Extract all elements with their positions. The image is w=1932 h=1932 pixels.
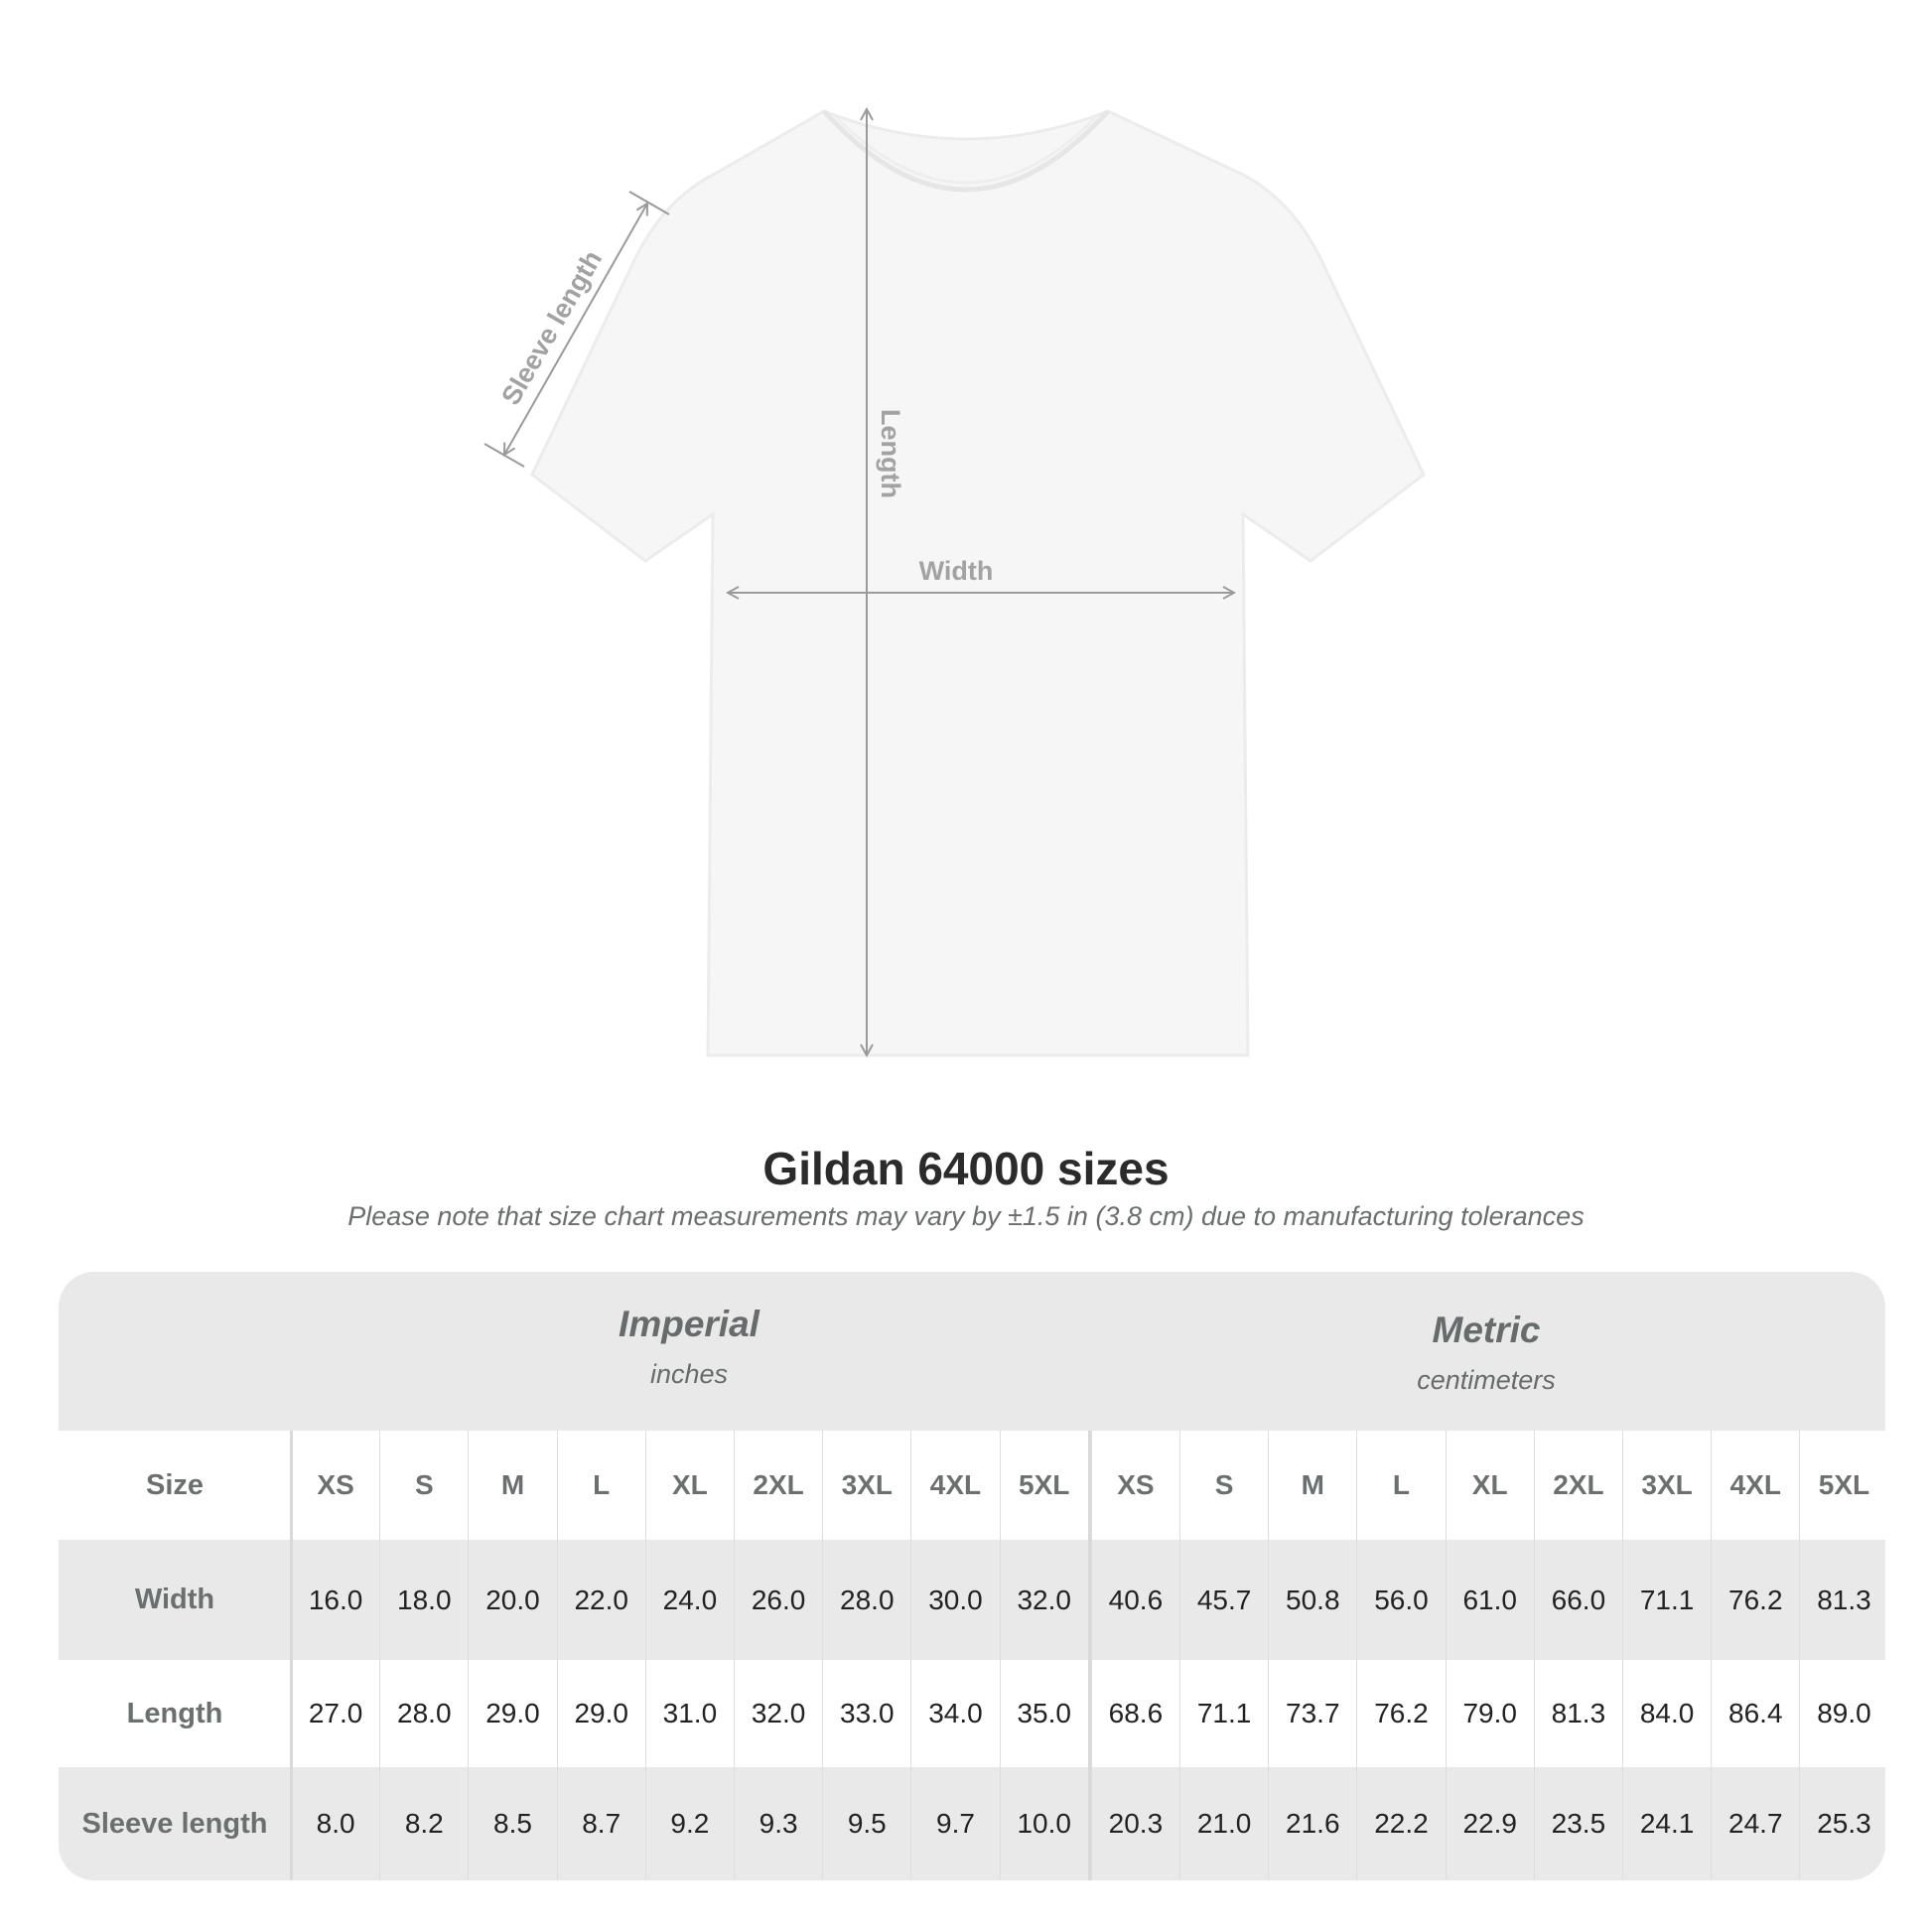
size-header: XL xyxy=(644,1431,734,1540)
imperial-value: 9.3 xyxy=(734,1767,822,1880)
tshirt-diagram: Sleeve length Length Width xyxy=(483,0,1426,1092)
row-label: Length xyxy=(126,1697,223,1729)
length-label: Length xyxy=(876,409,905,498)
metric-value: 66.0 xyxy=(1533,1540,1622,1660)
imperial-value: 31.0 xyxy=(644,1660,734,1767)
metric-value: 71.1 xyxy=(1622,1540,1711,1660)
metric-value: 23.5 xyxy=(1533,1767,1622,1880)
size-header: XS xyxy=(1090,1431,1179,1540)
imperial-value: 33.0 xyxy=(822,1660,910,1767)
table-row xyxy=(59,1767,1885,1880)
table-row xyxy=(59,1660,1885,1767)
imperial-value: 8.2 xyxy=(379,1767,468,1880)
imperial-value: 10.0 xyxy=(999,1767,1088,1880)
tshirt-shape xyxy=(530,109,1426,1057)
imperial-value: 16.0 xyxy=(291,1540,379,1660)
imperial-value: 28.0 xyxy=(822,1540,910,1660)
metric-value: 68.6 xyxy=(1090,1660,1179,1767)
tolerance-note: Please note that size chart measurements… xyxy=(347,1201,1585,1231)
size-header: M xyxy=(1268,1431,1356,1540)
size-header: 2XL xyxy=(1533,1431,1622,1540)
metric-value: 40.6 xyxy=(1090,1540,1179,1660)
metric-value: 84.0 xyxy=(1622,1660,1711,1767)
metric-value: 45.7 xyxy=(1179,1540,1268,1660)
table-row xyxy=(59,1540,1885,1660)
metric-value: 50.8 xyxy=(1268,1540,1356,1660)
size-header: 3XL xyxy=(1622,1431,1711,1540)
imperial-value: 32.0 xyxy=(999,1540,1088,1660)
metric-value: 76.2 xyxy=(1356,1660,1445,1767)
page-title: Gildan 64000 sizes xyxy=(762,1143,1170,1194)
imperial-value: 35.0 xyxy=(999,1660,1088,1767)
size-header: 4XL xyxy=(1711,1431,1799,1540)
size-header: 2XL xyxy=(734,1431,822,1540)
metric-value: 24.7 xyxy=(1711,1767,1799,1880)
imperial-value: 18.0 xyxy=(379,1540,468,1660)
metric-unit: centimeters xyxy=(1417,1365,1556,1395)
metric-value: 61.0 xyxy=(1445,1540,1534,1660)
size-header: L xyxy=(1356,1431,1445,1540)
imperial-value: 34.0 xyxy=(910,1660,999,1767)
width-label: Width xyxy=(919,556,994,586)
imperial-value: 8.0 xyxy=(291,1767,379,1880)
metric-value: 71.1 xyxy=(1179,1660,1268,1767)
metric-value: 22.2 xyxy=(1356,1767,1445,1880)
imperial-value: 20.0 xyxy=(468,1540,556,1660)
metric-value: 73.7 xyxy=(1268,1660,1356,1767)
column-divider xyxy=(290,1431,293,1880)
metric-header: Metric centimeters xyxy=(1087,1310,1885,1396)
size-header: 5XL xyxy=(1799,1431,1885,1540)
imperial-value: 29.0 xyxy=(556,1660,645,1767)
metric-value: 21.0 xyxy=(1179,1767,1268,1880)
metric-value: 89.0 xyxy=(1799,1660,1885,1767)
imperial-value: 9.2 xyxy=(644,1767,734,1880)
imperial-header: Imperial inches xyxy=(291,1304,1087,1390)
metric-value: 22.9 xyxy=(1445,1767,1534,1880)
row-label: Width xyxy=(134,1584,215,1615)
size-header: L xyxy=(556,1431,645,1540)
metric-value: 86.4 xyxy=(1711,1660,1799,1767)
metric-value: 79.0 xyxy=(1445,1660,1534,1767)
imperial-title: Imperial xyxy=(619,1304,759,1344)
imperial-value: 27.0 xyxy=(291,1660,379,1767)
metric-value: 56.0 xyxy=(1356,1540,1445,1660)
metric-value: 20.3 xyxy=(1090,1767,1179,1880)
metric-title: Metric xyxy=(1432,1310,1541,1350)
size-label: Size xyxy=(145,1468,205,1501)
imperial-value: 9.7 xyxy=(910,1767,999,1880)
size-table: Imperial inches Metric centimeters Size X… xyxy=(59,1272,1885,1880)
size-header: M xyxy=(468,1431,556,1540)
metric-value: 81.3 xyxy=(1799,1540,1885,1660)
imperial-value: 8.5 xyxy=(468,1767,556,1880)
size-header: 4XL xyxy=(910,1431,999,1540)
size-header: XS xyxy=(291,1431,379,1540)
imperial-value: 32.0 xyxy=(734,1660,822,1767)
size-header: XL xyxy=(1445,1431,1534,1540)
metric-value: 25.3 xyxy=(1799,1767,1885,1880)
imperial-value: 28.0 xyxy=(379,1660,468,1767)
imperial-value: 29.0 xyxy=(468,1660,556,1767)
imperial-value: 9.5 xyxy=(822,1767,910,1880)
imperial-value: 30.0 xyxy=(910,1540,999,1660)
column-divider xyxy=(1087,1431,1091,1880)
imperial-value: 22.0 xyxy=(556,1540,645,1660)
metric-value: 81.3 xyxy=(1533,1660,1622,1767)
sleeve-arrow xyxy=(504,204,647,455)
imperial-value: 26.0 xyxy=(734,1540,822,1660)
size-header: 5XL xyxy=(999,1431,1088,1540)
size-header: 3XL xyxy=(822,1431,910,1540)
metric-value: 76.2 xyxy=(1711,1540,1799,1660)
row-label: Sleeve length xyxy=(81,1807,268,1840)
size-header-row xyxy=(59,1431,1885,1540)
metric-value: 24.1 xyxy=(1622,1767,1711,1880)
metric-value: 21.6 xyxy=(1268,1767,1356,1880)
imperial-value: 8.7 xyxy=(556,1767,645,1880)
imperial-value: 24.0 xyxy=(644,1540,734,1660)
imperial-unit: inches xyxy=(649,1359,729,1389)
size-header: S xyxy=(1179,1431,1268,1540)
size-header: S xyxy=(379,1431,468,1540)
